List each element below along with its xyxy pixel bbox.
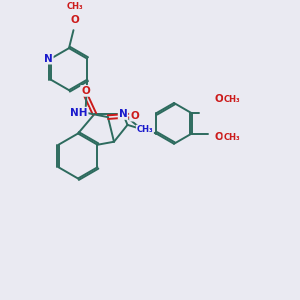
Text: O: O bbox=[70, 15, 80, 25]
Text: CH₃: CH₃ bbox=[136, 125, 153, 134]
Text: O: O bbox=[130, 111, 139, 121]
Text: CH₃: CH₃ bbox=[67, 2, 83, 11]
Text: N: N bbox=[118, 109, 127, 119]
Text: N: N bbox=[44, 54, 53, 64]
Text: O: O bbox=[215, 94, 224, 104]
Text: O: O bbox=[81, 86, 90, 96]
Text: CH₃: CH₃ bbox=[224, 94, 241, 103]
Text: O: O bbox=[214, 132, 223, 142]
Text: NH: NH bbox=[70, 108, 88, 118]
Text: CH₃: CH₃ bbox=[223, 133, 240, 142]
